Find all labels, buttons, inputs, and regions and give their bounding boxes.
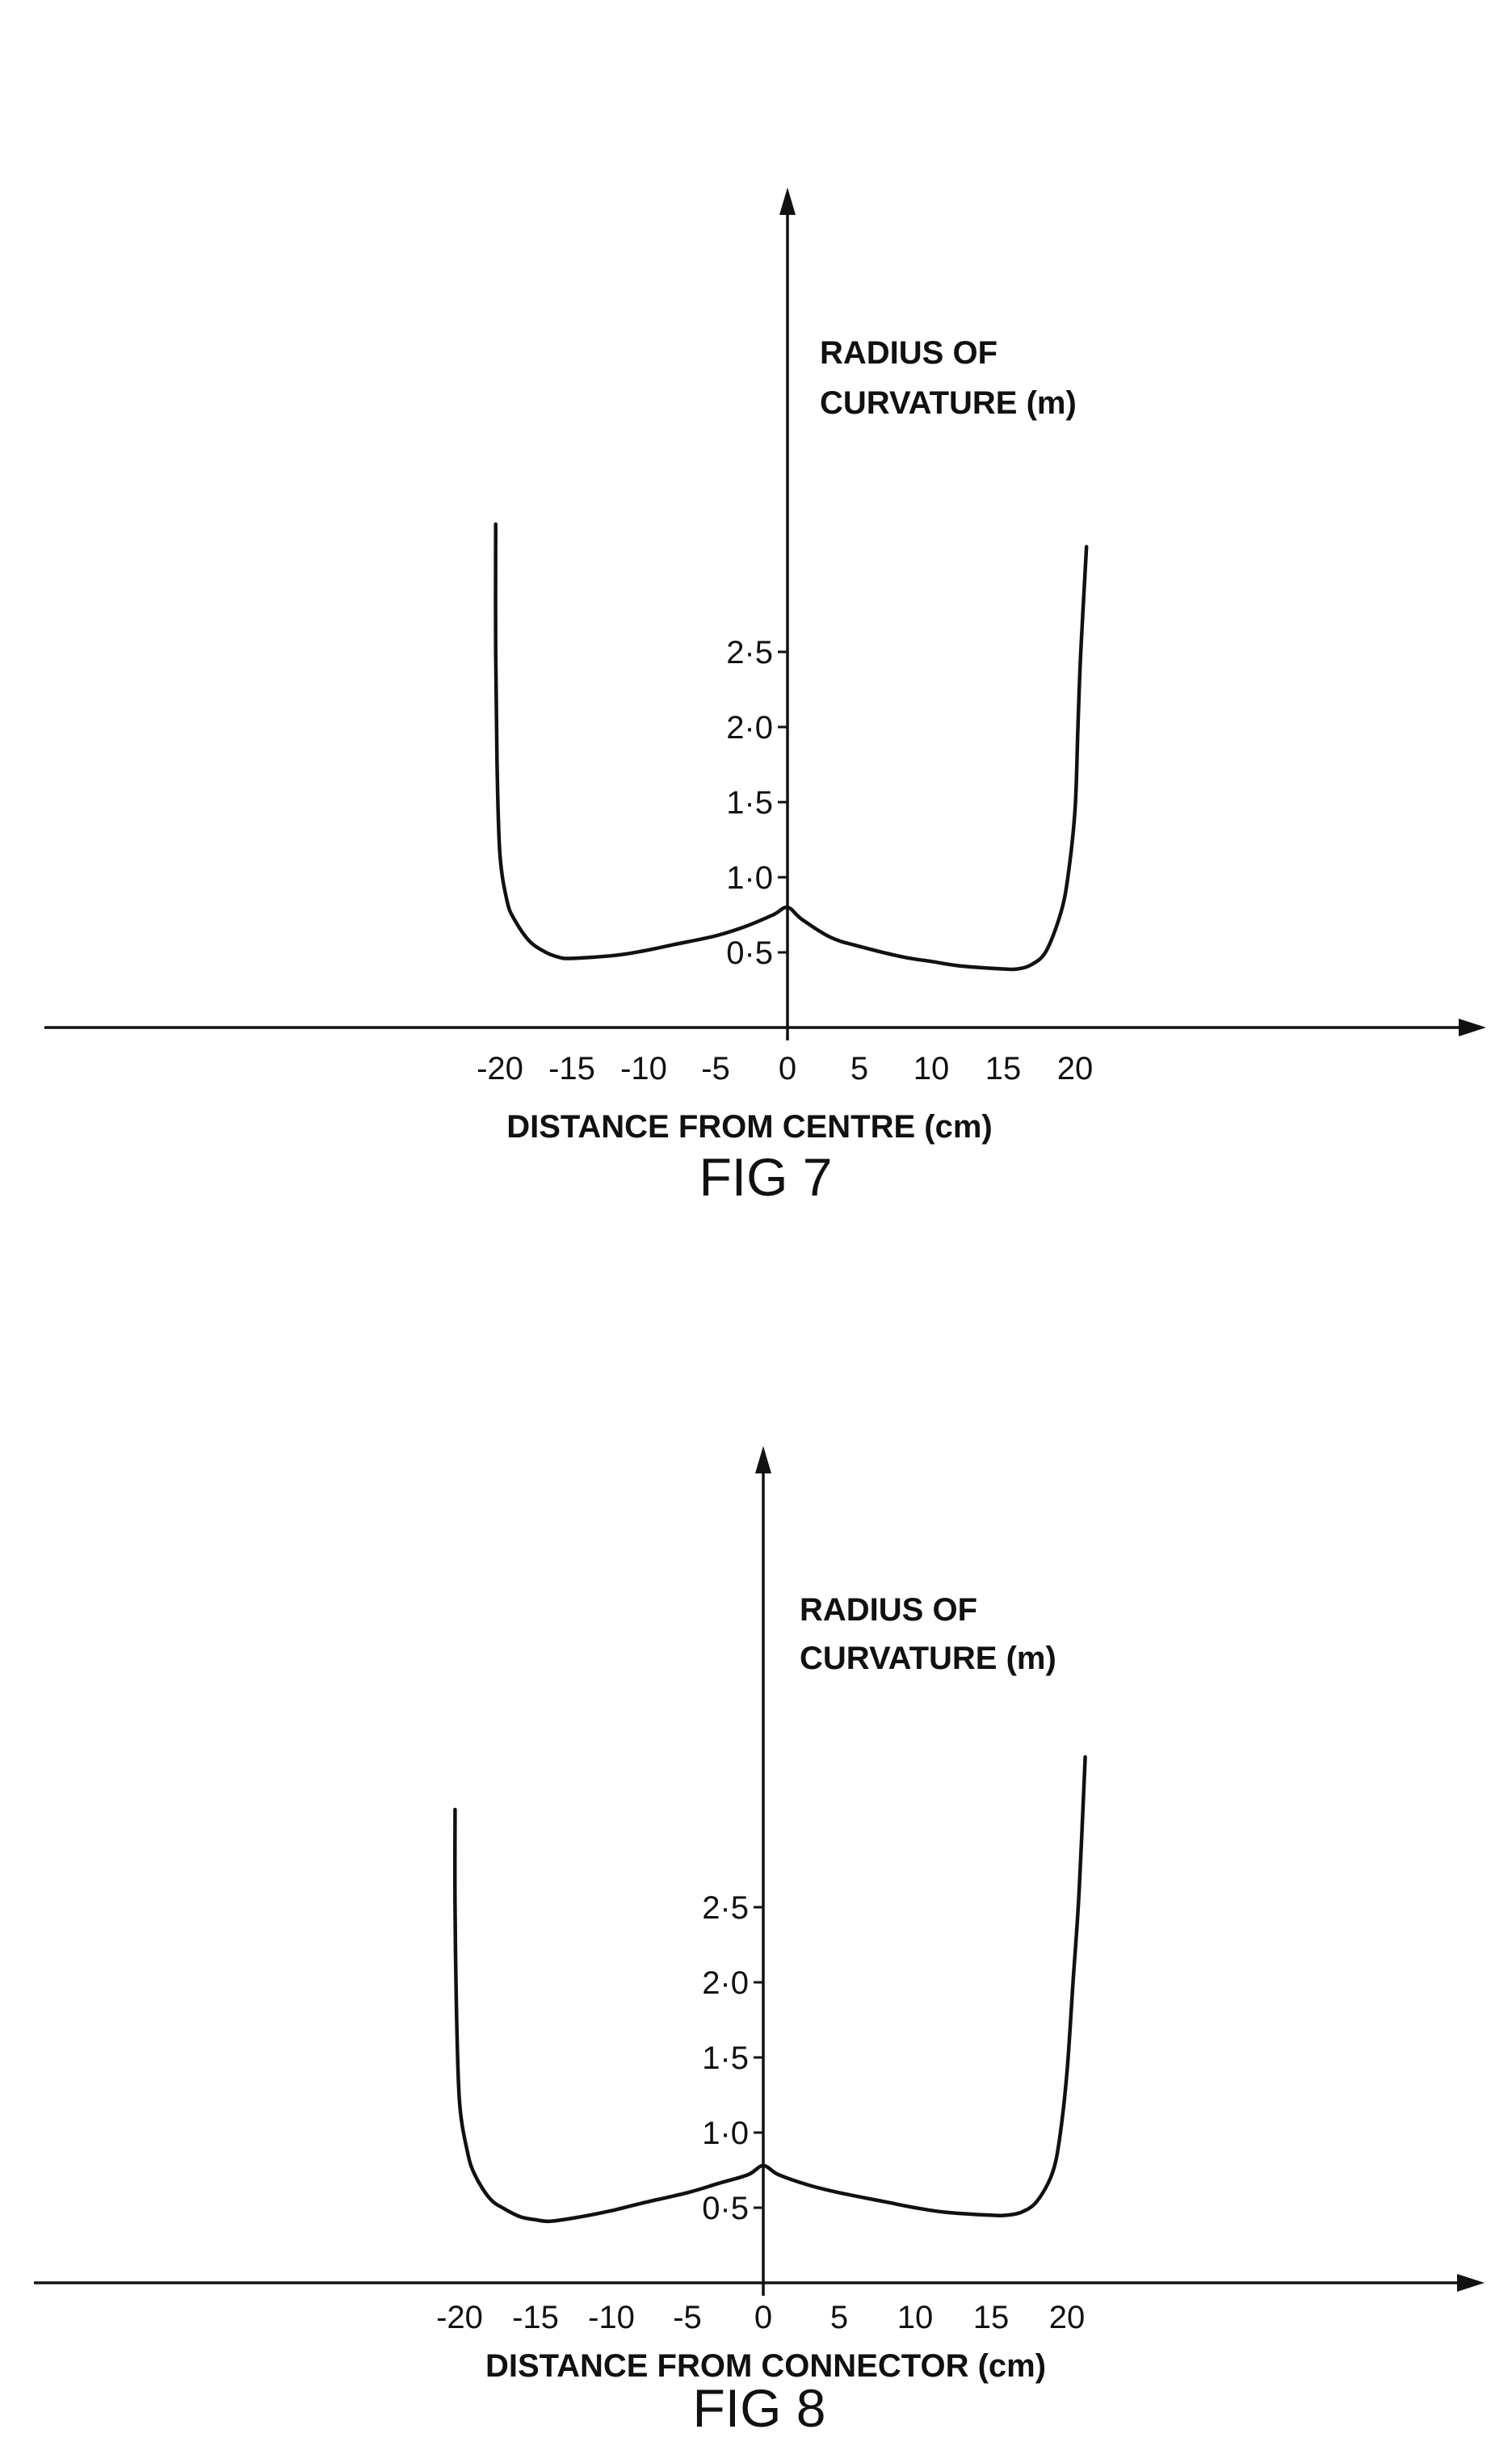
fig-7-chart: 0·5 1·0 1·5 2·0 2·5 -20 -15 -10 -5 0 5 10 15 20 RADIUS… xyxy=(44,187,1486,1207)
y-tick-label: 1·5 xyxy=(726,785,773,821)
x-tick-label: 10 xyxy=(914,1051,950,1086)
x-tick-label: 5 xyxy=(830,2300,848,2335)
y-tick-label: 1·5 xyxy=(702,2040,749,2076)
fig-8-chart: 0·5 1·0 1·5 2·0 2·5 -20 -15 -10 -5 0 5 10 15 20 RADIUS… xyxy=(34,1446,1485,2438)
x-tick-label: -20 xyxy=(477,1051,523,1086)
x-tick-label: -15 xyxy=(548,1051,595,1086)
x-tick-label: 15 xyxy=(973,2300,1010,2335)
y-axis-arrow xyxy=(779,187,796,215)
y-axis-title-line-1: RADIUS OF xyxy=(800,1592,977,1628)
y-axis-arrow xyxy=(755,1446,771,1473)
y-tick-label: 0·5 xyxy=(726,935,773,971)
y-axis-title-line-1: RADIUS OF xyxy=(820,335,998,371)
x-axis-arrow xyxy=(1459,1019,1486,1036)
y-axis-title-line-2: CURVATURE (m) xyxy=(800,1641,1056,1676)
x-tick-label: 20 xyxy=(1049,2300,1086,2335)
fig-8-caption: FIG 8 xyxy=(692,2378,825,2438)
y-axis-title-line-2: CURVATURE (m) xyxy=(820,385,1077,421)
x-tick-label: -15 xyxy=(512,2300,559,2335)
y-tick-label: 2·5 xyxy=(702,1890,749,1926)
y-tick-label: 0·5 xyxy=(702,2191,749,2226)
x-axis-arrow xyxy=(1457,2274,1485,2292)
y-tick-label: 1·0 xyxy=(726,860,773,896)
y-tick-label: 2·0 xyxy=(702,1965,749,2001)
x-tick-label: 10 xyxy=(897,2300,934,2335)
radius-of-curvature-line xyxy=(452,1755,1087,2224)
y-tick-label: 2·0 xyxy=(726,710,773,746)
x-tick-label: -5 xyxy=(673,2300,702,2335)
x-tick-label: 20 xyxy=(1057,1051,1094,1086)
fig-7-caption: FIG 7 xyxy=(699,1147,832,1207)
x-axis-title: DISTANCE FROM CENTRE (cm) xyxy=(506,1109,992,1145)
x-tick-label: 0 xyxy=(779,1051,796,1086)
y-tick-label: 1·0 xyxy=(702,2116,749,2151)
x-tick-label: -20 xyxy=(436,2300,483,2335)
x-tick-label: 0 xyxy=(754,2300,772,2335)
radius-of-curvature-line xyxy=(494,522,1089,972)
x-tick-label: 15 xyxy=(985,1051,1022,1086)
x-tick-label: -10 xyxy=(588,2300,635,2335)
x-tick-label: -5 xyxy=(701,1051,730,1086)
x-tick-label: 5 xyxy=(850,1051,868,1086)
y-tick-label: 2·5 xyxy=(726,635,773,670)
x-tick-label: -10 xyxy=(620,1051,667,1086)
x-axis-title: DISTANCE FROM CONNECTOR (cm) xyxy=(485,2348,1046,2384)
